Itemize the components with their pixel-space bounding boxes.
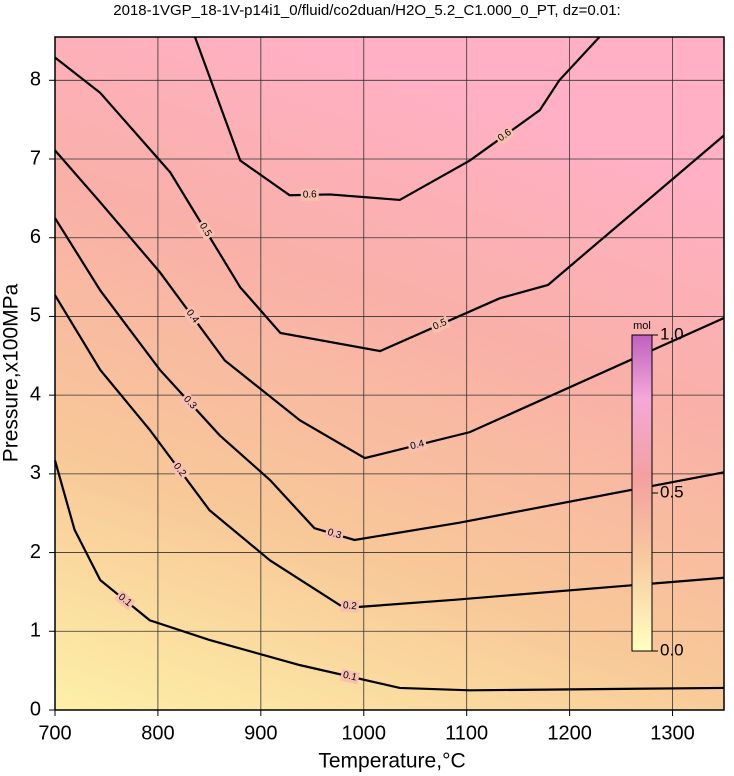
y-tick-label: 1	[30, 620, 41, 642]
contour-line	[54, 149, 725, 460]
contour-label: 0.4	[409, 438, 426, 452]
contour-label-bg	[429, 315, 451, 334]
colorbar-tick-label: 0.0	[660, 640, 684, 659]
contour-label-bg	[179, 391, 201, 414]
contour-label: 0.6	[303, 189, 318, 200]
contour-label-bg	[339, 668, 360, 685]
y-tick-label: 5	[30, 305, 41, 327]
contour-label-bg	[340, 599, 360, 613]
contour-label: 0.1	[342, 670, 358, 684]
contour-line	[54, 56, 725, 353]
y-tick-label: 4	[30, 383, 41, 405]
x-tick-label: 1000	[342, 722, 387, 744]
plot-area	[55, 37, 724, 710]
y-tick-label: 8	[30, 69, 41, 91]
chart-title: 2018-1VGP_18-1V-p14i1_0/fluid/co2duan/H2…	[113, 2, 620, 19]
contour-label-bg	[324, 525, 345, 543]
y-tick-label: 2	[30, 541, 41, 563]
contour-label-bg	[493, 125, 516, 146]
y-tick-label: 0	[30, 698, 41, 720]
contour-label: 0.5	[431, 317, 449, 333]
x-axis-label: Temperature,°C	[318, 750, 465, 773]
contour-line	[193, 36, 601, 202]
y-tick-label: 3	[30, 462, 41, 484]
y-axis-label: Pressure,x100MPa	[0, 283, 23, 462]
colorbar-label: mol	[633, 320, 651, 332]
x-tick-label: 1200	[547, 722, 592, 744]
y-tick-label: 6	[30, 226, 41, 248]
x-tick-label: 700	[38, 722, 71, 744]
y-tick-label: 7	[30, 147, 41, 169]
colorbar	[631, 334, 653, 652]
plot-frame	[54, 36, 725, 711]
x-tick-label: 1100	[445, 722, 488, 744]
x-tick-label: 1300	[650, 722, 695, 744]
contour-label: 0.3	[326, 527, 343, 542]
contour-line	[53, 460, 725, 692]
contour-line	[54, 217, 725, 542]
contour-label-bg	[169, 459, 190, 481]
x-tick-label: 900	[244, 722, 277, 744]
colorbar-tick-label: 1.0	[660, 324, 684, 343]
contour-label: 0.2	[342, 600, 357, 612]
contour-label-bg	[300, 188, 319, 201]
x-tick-label: 800	[141, 722, 174, 744]
contour-label-bg	[195, 219, 216, 241]
contour-label-bg	[407, 437, 428, 454]
contour-label-bg	[114, 589, 136, 611]
contour-label-bg	[182, 305, 203, 328]
colorbar-tick-label: 0.5	[660, 482, 684, 501]
contour-line	[54, 294, 725, 608]
